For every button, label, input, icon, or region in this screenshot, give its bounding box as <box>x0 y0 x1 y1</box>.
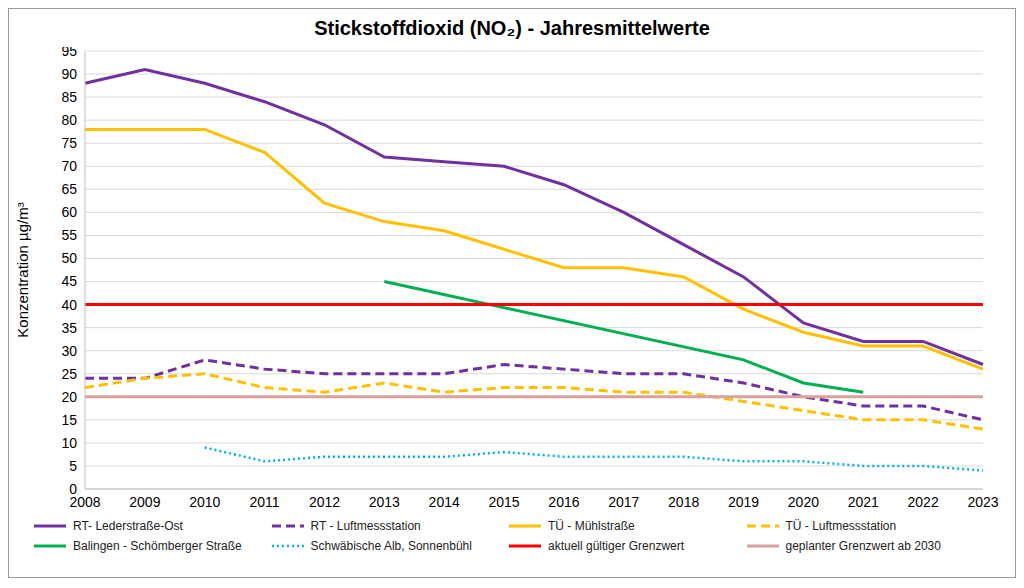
svg-text:2010: 2010 <box>189 494 220 510</box>
svg-text:2008: 2008 <box>69 493 101 510</box>
html-text:TÜ - Luftmessstation: TÜ - Luftmessstation <box>785 519 897 533</box>
svg-text:20: 20 <box>61 389 77 405</box>
html-text:RT- Lederstraße-Ost: RT- Lederstraße-Ost <box>73 519 183 533</box>
svg-text:2014: 2014 <box>429 494 460 510</box>
svg-text:25: 25 <box>61 366 77 382</box>
svg-text:80: 80 <box>61 112 77 128</box>
svg-text:85: 85 <box>61 89 77 105</box>
svg-text:2019: 2019 <box>728 494 759 510</box>
html-text:TÜ - Mühlstraße: TÜ - Mühlstraße <box>548 519 635 533</box>
svg-text:40: 40 <box>61 297 77 313</box>
svg-text:2017: 2017 <box>608 494 639 510</box>
svg-text:2015: 2015 <box>488 494 519 510</box>
svg-text:70: 70 <box>61 158 77 174</box>
svg-text:65: 65 <box>61 181 77 197</box>
svg-text:75: 75 <box>61 135 77 151</box>
svg-text:95: 95 <box>61 47 77 59</box>
svg-text:2011: 2011 <box>250 494 280 510</box>
svg-text:2012: 2012 <box>309 494 340 510</box>
svg-text:2022: 2022 <box>908 494 939 510</box>
svg-text:45: 45 <box>61 273 77 289</box>
svg-text:35: 35 <box>61 320 77 336</box>
svg-text:2021: 2021 <box>848 494 879 510</box>
svg-text:60: 60 <box>61 204 77 220</box>
svg-text:30: 30 <box>61 343 77 359</box>
svg-text:55: 55 <box>61 227 77 243</box>
svg-text:90: 90 <box>61 66 77 82</box>
svg-text:2023: 2023 <box>967 494 998 510</box>
svg-text:15: 15 <box>61 412 77 428</box>
svg-text:2018: 2018 <box>668 494 699 510</box>
svg-text:2020: 2020 <box>788 494 819 510</box>
svg-text:2016: 2016 <box>548 494 579 510</box>
svg-text:2009: 2009 <box>129 494 160 510</box>
svg-text:0: 0 <box>69 481 77 497</box>
svg-text:50: 50 <box>61 250 77 266</box>
html-text:RT - Luftmessstation: RT - Luftmessstation <box>310 519 421 533</box>
svg-text:Konzentration µg/m³: Konzentration µg/m³ <box>14 202 31 337</box>
html-text:aktuell gültiger Grenzwert: aktuell gültiger Grenzwert <box>548 539 685 553</box>
html-text:Schwäbische Alb, Sonnenbühl: Schwäbische Alb, Sonnenbühl <box>310 539 472 553</box>
svg-text:10: 10 <box>61 435 77 451</box>
svg-text:5: 5 <box>69 458 77 474</box>
svg-text:2013: 2013 <box>369 494 400 510</box>
html-text:Balingen - Schömberger Straße: Balingen - Schömberger Straße <box>73 539 242 553</box>
html-text:geplanter Grenzwert ab 2030: geplanter Grenzwert ab 2030 <box>785 539 941 553</box>
html-text:Stickstoffdioxid (NO₂) - Jahre: Stickstoffdioxid (NO₂) - Jahresmittelwer… <box>314 17 710 39</box>
